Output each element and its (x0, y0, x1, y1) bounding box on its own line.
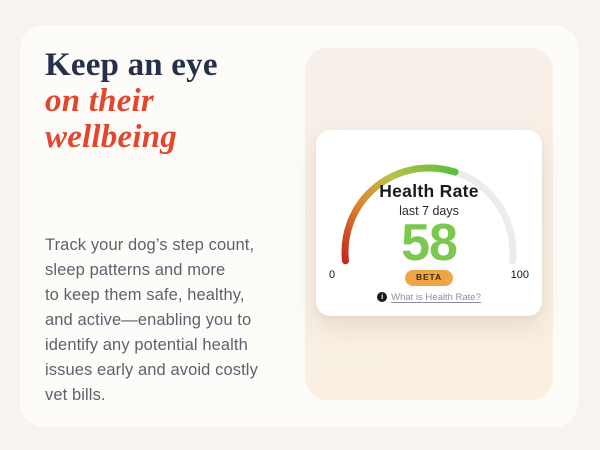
body-copy: Track your dog’s step count, sleep patte… (45, 236, 258, 404)
gauge-value-arc (341, 164, 459, 265)
gauge-max-label: 100 (510, 269, 529, 281)
health-rate-gauge (341, 164, 517, 265)
illustration-panel: Health Rate last 7 days 58 BETA i What i… (305, 48, 553, 400)
what-is-health-rate-link[interactable]: What is Health Rate? (391, 291, 481, 303)
heading-line-3: wellbeing (45, 119, 177, 155)
gauge-title: Health Rate (379, 181, 479, 201)
main-panel: Keep an eye on their wellbeing Track you… (20, 25, 578, 427)
gauge-track-arc (451, 168, 517, 265)
heading-line-1: Keep an eye (45, 47, 218, 83)
health-rate-info-row: i What is Health Rate? (377, 292, 481, 303)
gauge-min-label: 0 (329, 269, 336, 281)
health-rate-card: Health Rate last 7 days 58 BETA i What i… (316, 130, 542, 316)
beta-badge: BETA (404, 270, 454, 286)
gauge-value: 58 (401, 213, 458, 272)
page-title: Keep an eye on their wellbeing (45, 47, 218, 155)
gauge-readout: Health Rate last 7 days 58 BETA i What i… (316, 181, 542, 303)
gauge-subtitle: last 7 days (399, 204, 459, 219)
heading-line-2: on their (45, 83, 154, 119)
info-icon[interactable]: i (377, 292, 388, 303)
